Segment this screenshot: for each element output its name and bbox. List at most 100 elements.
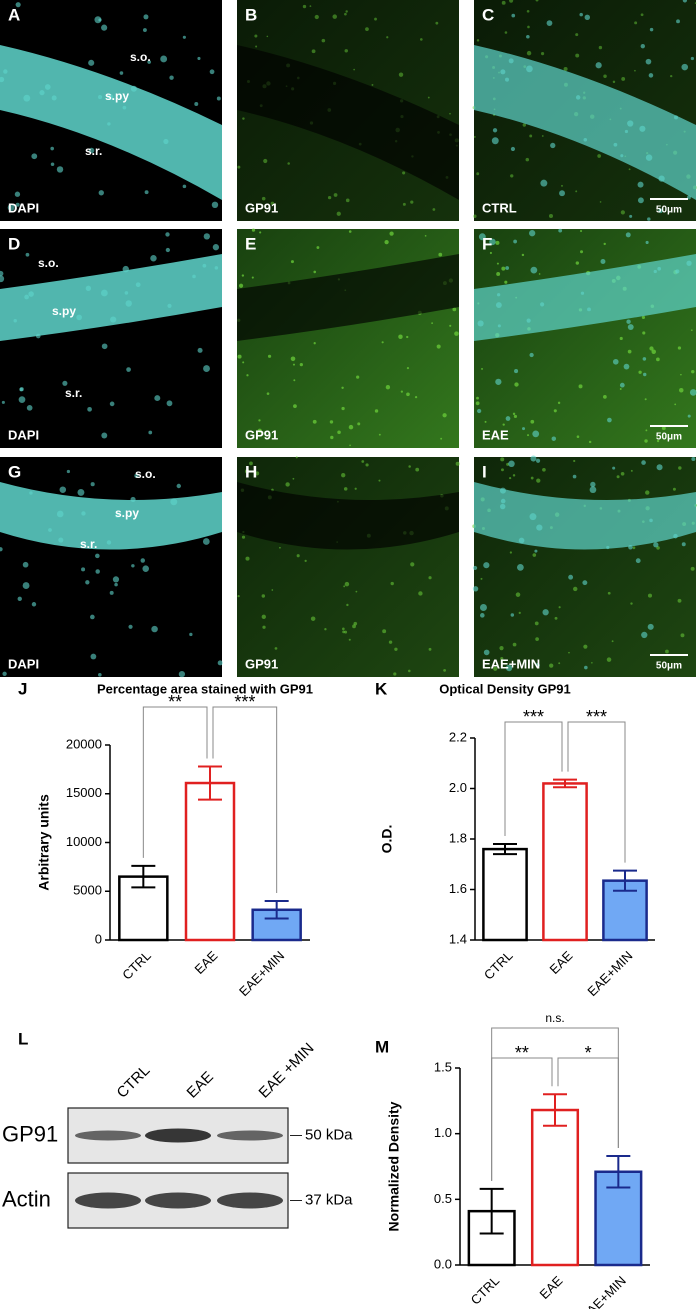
error-bar (543, 1093, 567, 1127)
region-label: s.r. (65, 386, 82, 400)
gp91-speck (607, 591, 611, 595)
gp91-speck (238, 283, 244, 288)
nucleus (100, 289, 108, 297)
nucleus (182, 184, 187, 189)
nucleus (491, 137, 499, 145)
gp91-speck (493, 666, 498, 671)
gp91-speck (349, 444, 351, 447)
gp91-speck (337, 430, 341, 435)
gp91-speck (330, 435, 334, 440)
nucleus (24, 294, 29, 300)
gp91-speck (501, 0, 506, 5)
nucleus (192, 274, 196, 279)
gp91-speck (274, 647, 278, 650)
gp91-speck (542, 467, 546, 472)
nucleus (98, 190, 104, 196)
gp91-speck (575, 190, 578, 193)
gp91-speck (352, 624, 356, 629)
gp91-speck (672, 487, 676, 491)
bar (542, 782, 588, 942)
nucleus (691, 457, 696, 462)
significance-bracket (504, 721, 563, 837)
nucleus (77, 488, 85, 496)
significance-bracket (491, 1027, 619, 1181)
gp91-speck (522, 123, 527, 127)
nucleus (151, 625, 158, 633)
gp91-speck (540, 52, 545, 56)
gp91-speck (262, 625, 266, 629)
gp91-speck (536, 478, 541, 483)
nucleus (119, 71, 124, 75)
nucleus (88, 147, 95, 154)
scale-bar-label: 50μm (656, 661, 682, 672)
gp91-speck (563, 67, 568, 72)
panel-letter: M (375, 1037, 389, 1056)
nucleus (492, 128, 498, 133)
nucleus (508, 460, 515, 468)
nucleus (144, 190, 149, 195)
nucleus (607, 417, 612, 423)
nucleus (483, 649, 490, 656)
gp91-speck (649, 346, 654, 351)
nucleus (122, 265, 129, 273)
nucleus (15, 202, 20, 207)
gp91-speck (374, 17, 377, 21)
nucleus (535, 458, 541, 463)
nucleus (140, 558, 145, 563)
gp91-speck (440, 437, 443, 440)
nucleus (540, 179, 548, 187)
nucleus (51, 95, 57, 101)
nucleus (62, 380, 68, 386)
y-tick-label: 0.5 (434, 1191, 452, 1206)
gp91-speck (496, 262, 499, 265)
nucleus (516, 563, 524, 571)
micrograph: I EAE+MIN 50μm (472, 455, 697, 677)
gp91-speck (513, 414, 518, 419)
gp91-speck (525, 157, 530, 162)
nucleus (511, 13, 516, 18)
nucleus (150, 255, 157, 262)
nucleus (689, 389, 697, 396)
nucleus (625, 232, 631, 238)
gp91-speck (255, 471, 260, 476)
y-tick-label: 10000 (66, 834, 102, 849)
nucleus (582, 580, 588, 586)
micrograph: A DAPI s.o. s.py s.r. (0, 0, 222, 221)
gp91-speck (295, 456, 298, 459)
gp91-speck (398, 334, 403, 339)
gp91-speck (638, 370, 642, 374)
nucleus (81, 511, 86, 516)
bar (530, 1108, 580, 1267)
gp91-speck (647, 593, 653, 598)
gp91-speck (644, 398, 647, 401)
gp91-speck (645, 429, 648, 432)
nucleus (203, 233, 211, 240)
significance-bracket (142, 706, 208, 858)
gp91-speck (541, 135, 544, 137)
row-label: Actin (2, 1186, 51, 1211)
channel-label: EAE (482, 427, 509, 442)
gp91-speck (292, 363, 295, 366)
nucleus (109, 590, 114, 595)
gp91-speck (314, 14, 319, 20)
gp91-speck (616, 475, 620, 479)
gp91-speck (656, 357, 660, 362)
gp91-speck (500, 656, 504, 661)
nucleus (48, 528, 52, 532)
panel-letter: B (245, 5, 257, 24)
nucleus (510, 613, 515, 617)
gp91-speck (489, 251, 492, 255)
gp91-speck (312, 419, 317, 424)
nucleus (39, 90, 45, 96)
gp91-speck (299, 363, 303, 367)
gp91-speck (371, 83, 374, 86)
gp91-speck (591, 662, 593, 664)
gp91-speck (642, 331, 646, 335)
blot-band (145, 1192, 211, 1209)
gp91-speck (249, 461, 253, 466)
scale-bar-label: 50μm (656, 205, 682, 216)
gp91-speck (345, 10, 348, 13)
nucleus (169, 75, 174, 80)
gp91-speck (436, 344, 441, 349)
chart-title: Percentage area stained with GP91 (97, 681, 313, 696)
